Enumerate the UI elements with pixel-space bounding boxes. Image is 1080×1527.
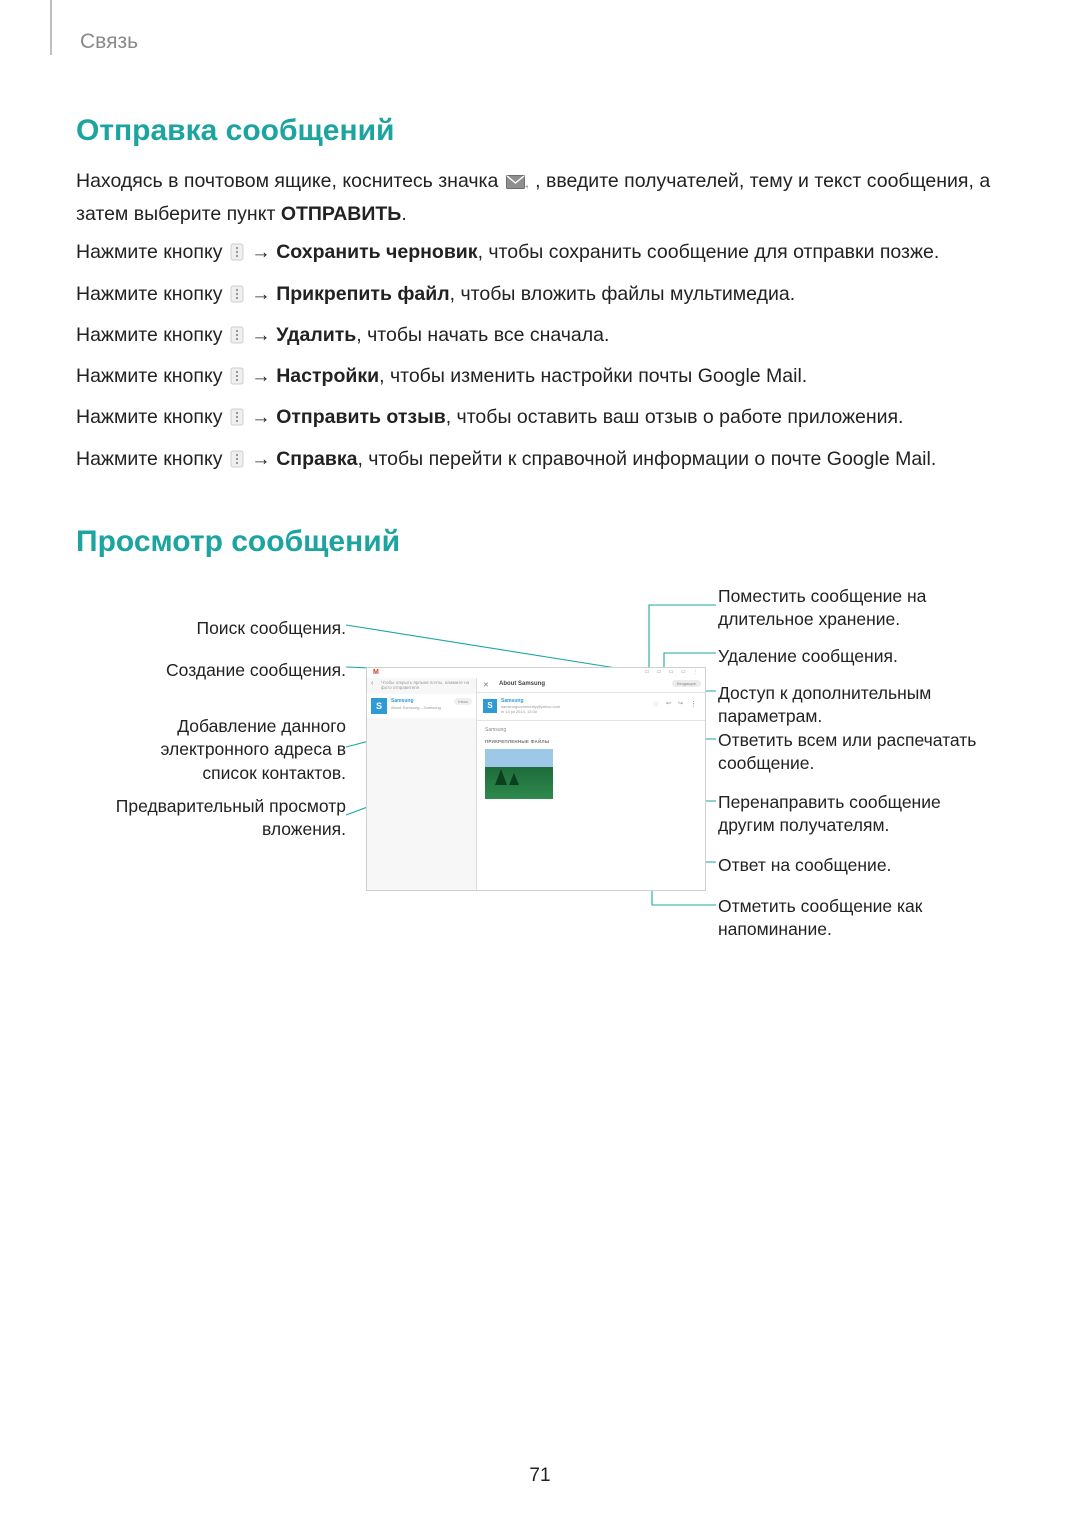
gmail-screenshot: M ▭ ▭ ▭ ▭ ⋮ ‹ Чтобы открыть ярлыки почты… — [366, 667, 706, 891]
line-prefix: Нажмите кнопку — [76, 283, 228, 305]
menu-instruction-line: Нажмите кнопку → Справка, чтобы перейти … — [76, 444, 1004, 477]
more-icon: ⋮ — [690, 700, 697, 708]
line-prefix: Нажмите кнопку — [76, 448, 228, 470]
topbar-action-icons: ▭ ▭ ▭ ▭ ⋮ — [645, 669, 701, 675]
shot-body-text: Samsung — [485, 727, 506, 733]
menu-instruction-line: Нажмите кнопку → Сохранить черновик, что… — [76, 237, 1004, 270]
shot-attachment-thumb — [485, 749, 553, 799]
overflow-menu-icon — [230, 323, 244, 353]
thumb-tree-icon — [495, 769, 507, 785]
page-number: 71 — [0, 1465, 1080, 1487]
shot-mainpane: ✕ About Samsung Входящие S Samsung samsu… — [477, 678, 705, 890]
forward-icon: ↪ — [678, 700, 683, 707]
back-icon: ‹ — [371, 680, 373, 687]
callout-archive: Поместить сообщение на длительное хранен… — [718, 585, 978, 632]
section-title-send: Отправка сообщений — [76, 114, 1004, 148]
overflow-menu-icon — [230, 405, 244, 435]
line-bold: Прикрепить файл — [276, 283, 449, 305]
line-arrow: → — [246, 406, 276, 428]
intro-paragraph: Находясь в почтовом ящике, коснитесь зна… — [76, 166, 1004, 229]
menu-instruction-line: Нажмите кнопку → Удалить, чтобы начать в… — [76, 320, 1004, 353]
shot-from-date: in 14 jul 2014, 13:00 — [501, 709, 537, 714]
shot-topbar: M ▭ ▭ ▭ ▭ ⋮ — [367, 668, 705, 678]
callout-add-contact: Добавление данного электронного адреса в… — [126, 715, 346, 786]
compose-icon: + — [506, 169, 528, 199]
line-bold: Справка — [276, 448, 357, 470]
line-bold: Удалить — [276, 324, 356, 346]
star-icon: ☆ — [653, 700, 659, 708]
intro-bold: ОТПРАВИТЬ — [281, 203, 402, 225]
callout-reply: Ответ на сообщение. — [718, 854, 978, 878]
line-prefix: Нажмите кнопку — [76, 241, 228, 263]
callout-delete: Удаление сообщения. — [718, 645, 978, 669]
overflow-menu-icon — [230, 282, 244, 312]
intro-tail: . — [401, 203, 406, 225]
close-icon: ✕ — [483, 681, 489, 689]
overflow-menu-icon — [230, 240, 244, 270]
line-bold: Сохранить черновик — [276, 241, 477, 263]
svg-text:+: + — [525, 184, 528, 190]
thumb-tree-icon — [509, 773, 519, 785]
line-prefix: Нажмите кнопку — [76, 324, 228, 346]
line-bold: Настройки — [276, 365, 379, 387]
shot-avatar1: S — [371, 698, 387, 714]
shot-attach-label: ПРИКРЕПЛЕННЫЕ ФАЙЛЫ — [485, 739, 549, 744]
shot-subject-row: ✕ About Samsung Входящие — [477, 678, 705, 693]
overflow-menu-icon — [230, 364, 244, 394]
line-arrow: → — [246, 448, 276, 470]
callout-more-options: Доступ к дополнительным параметрам. — [718, 682, 978, 729]
shot-avatar2: S — [483, 699, 497, 713]
menu-instruction-line: Нажмите кнопку → Отправить отзыв, чтобы … — [76, 402, 1004, 435]
shot-leftpane: ‹ Чтобы открыть ярлыки почты, нажмите на… — [367, 678, 477, 890]
menu-instruction-line: Нажмите кнопку → Настройки, чтобы измени… — [76, 361, 1004, 394]
line-prefix: Нажмите кнопку — [76, 406, 228, 428]
shot-inbox-pill: Входящие — [672, 680, 701, 687]
shot-msg-sender: Samsung — [391, 698, 414, 704]
callout-star: Отметить сообщение как напоминание. — [718, 895, 978, 942]
callout-reply-all: Ответить всем или распечатать сообщение. — [718, 729, 978, 776]
line-arrow: → — [246, 283, 276, 305]
callout-search: Поиск сообщения. — [156, 617, 346, 641]
line-rest: , чтобы перейти к справочной информации … — [357, 448, 936, 470]
shot-msg-preview: About Samsung – Samsung — [391, 705, 441, 710]
page-accent-line — [50, 0, 52, 55]
callout-compose: Создание сообщения. — [156, 659, 346, 683]
callout-preview-attachment: Предварительный просмотр вложения. — [106, 795, 346, 842]
page-content: Связь Отправка сообщений Находясь в почт… — [0, 0, 1080, 1037]
line-arrow: → — [246, 324, 276, 346]
overflow-menu-icon — [230, 447, 244, 477]
line-rest: , чтобы сохранить сообщение для отправки… — [478, 241, 940, 263]
line-rest: , чтобы начать все сначала. — [356, 324, 609, 346]
shot-from-row: S Samsung samsungcommunity@yahoo.com in … — [477, 693, 705, 721]
diagram: Поиск сообщения. Создание сообщения. Доб… — [76, 577, 1004, 997]
section-title-view: Просмотр сообщений — [76, 525, 1004, 559]
line-rest: , чтобы изменить настройки почты Google … — [379, 365, 807, 387]
menu-instruction-line: Нажмите кнопку → Прикрепить файл, чтобы … — [76, 279, 1004, 312]
shot-subject: About Samsung — [499, 681, 545, 687]
shot-msg-row: S Samsung About Samsung – Samsung Inbox — [367, 694, 476, 718]
gmail-logo: M — [373, 669, 379, 676]
line-prefix: Нажмите кнопку — [76, 365, 228, 387]
line-arrow: → — [246, 241, 276, 263]
line-rest: , чтобы оставить ваш отзыв о работе прил… — [446, 406, 904, 428]
reply-icon: ↩ — [666, 700, 671, 707]
shot-body: Samsung ПРИКРЕПЛЕННЫЕ ФАЙЛЫ — [477, 721, 705, 890]
intro-text-before: Находясь в почтовом ящике, коснитесь зна… — [76, 170, 504, 192]
shot-label-chip: Inbox — [454, 698, 472, 705]
callout-forward: Перенаправить сообщение другим получател… — [718, 791, 998, 838]
chapter-header: Связь — [80, 30, 1004, 54]
line-bold: Отправить отзыв — [276, 406, 446, 428]
line-arrow: → — [246, 365, 276, 387]
line-rest: , чтобы вложить файлы мультимедиа. — [450, 283, 795, 305]
shot-hint-text: Чтобы открыть ярлыки почты, нажмите на ф… — [381, 680, 476, 690]
